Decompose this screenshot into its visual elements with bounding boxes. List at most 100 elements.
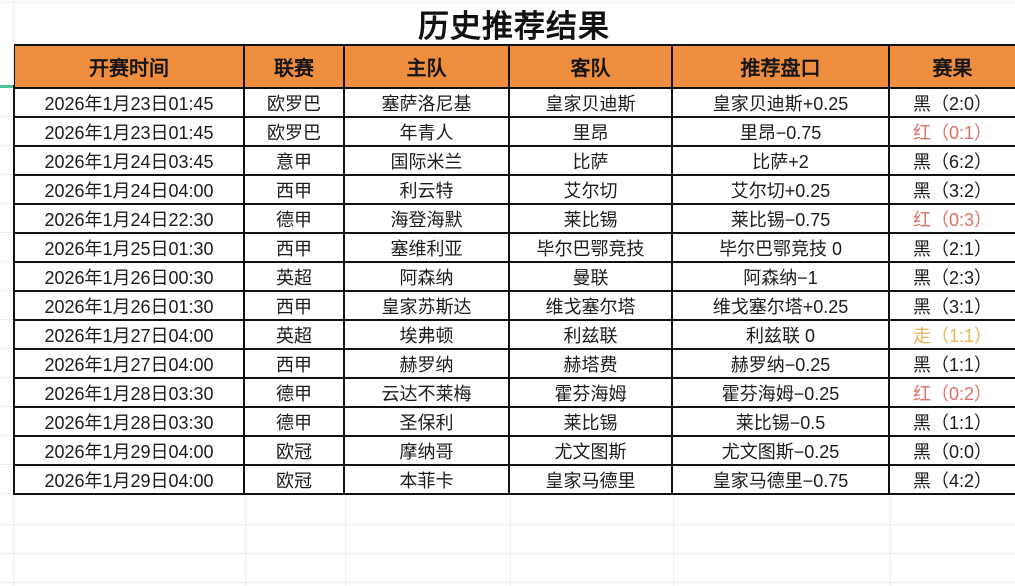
page-title: 历史推荐结果 <box>418 9 610 44</box>
header-cell-handicap[interactable]: 推荐盘口 <box>673 46 890 89</box>
cell-handicap[interactable]: 比萨+2 <box>673 147 890 176</box>
gridline-vertical <box>673 496 674 586</box>
header-cell-result[interactable]: 赛果 <box>890 46 1015 89</box>
cell-away[interactable]: 利兹联 <box>510 321 673 350</box>
gridline-horizontal <box>0 174 13 175</box>
cell-result[interactable]: 黑（0:0） <box>890 437 1015 466</box>
cell-time[interactable]: 2026年1月23日01:45 <box>15 89 245 118</box>
cell-league[interactable]: 欧冠 <box>245 437 345 466</box>
header-cell-home[interactable]: 主队 <box>345 46 510 89</box>
cell-result[interactable]: 黑（2:1） <box>890 234 1015 263</box>
cell-home[interactable]: 塞维利亚 <box>345 234 510 263</box>
cell-time[interactable]: 2026年1月29日04:00 <box>15 437 245 466</box>
gridline-vertical <box>245 496 246 586</box>
cell-league[interactable]: 英超 <box>245 263 345 292</box>
cell-handicap[interactable]: 里昂−0.75 <box>673 118 890 147</box>
cell-away[interactable]: 艾尔切 <box>510 176 673 205</box>
cell-home[interactable]: 圣保利 <box>345 408 510 437</box>
results-table: 开赛时间 联赛 主队 客队 推荐盘口 赛果 2026年1月23日01:45 欧罗… <box>13 44 1015 495</box>
cell-handicap[interactable]: 阿森纳−1 <box>673 263 890 292</box>
cell-home[interactable]: 摩纳哥 <box>345 437 510 466</box>
cell-away[interactable]: 维戈塞尔塔 <box>510 292 673 321</box>
cell-time[interactable]: 2026年1月24日04:00 <box>15 176 245 205</box>
cell-result[interactable]: 黑（2:3） <box>890 263 1015 292</box>
cell-time[interactable]: 2026年1月23日01:45 <box>15 118 245 147</box>
cell-league[interactable]: 德甲 <box>245 205 345 234</box>
cell-league[interactable]: 德甲 <box>245 408 345 437</box>
cell-handicap[interactable]: 莱比锡−0.75 <box>673 205 890 234</box>
cell-home[interactable]: 云达不莱梅 <box>345 379 510 408</box>
cell-handicap[interactable]: 赫罗纳−0.25 <box>673 350 890 379</box>
cell-home[interactable]: 塞萨洛尼基 <box>345 89 510 118</box>
cell-result[interactable]: 红（0:1） <box>890 118 1015 147</box>
cell-time[interactable]: 2026年1月24日03:45 <box>15 147 245 176</box>
cell-away[interactable]: 尤文图斯 <box>510 437 673 466</box>
cell-league[interactable]: 西甲 <box>245 234 345 263</box>
cell-away[interactable]: 毕尔巴鄂竞技 <box>510 234 673 263</box>
cell-handicap[interactable]: 皇家贝迪斯+0.25 <box>673 89 890 118</box>
cell-league[interactable]: 欧罗巴 <box>245 118 345 147</box>
cell-handicap[interactable]: 尤文图斯−0.25 <box>673 437 890 466</box>
cell-time[interactable]: 2026年1月25日01:30 <box>15 234 245 263</box>
cell-time[interactable]: 2026年1月26日01:30 <box>15 292 245 321</box>
cell-handicap[interactable]: 皇家马德里−0.75 <box>673 466 890 495</box>
cell-time[interactable]: 2026年1月27日04:00 <box>15 321 245 350</box>
cell-home[interactable]: 海登海默 <box>345 205 510 234</box>
cell-handicap[interactable]: 利兹联 0 <box>673 321 890 350</box>
cell-away[interactable]: 皇家马德里 <box>510 466 673 495</box>
gridline-vertical <box>510 496 511 586</box>
cell-home[interactable]: 国际米兰 <box>345 147 510 176</box>
cell-result[interactable]: 黑（3:2） <box>890 176 1015 205</box>
cell-result[interactable]: 黑（1:1） <box>890 350 1015 379</box>
cell-league[interactable]: 西甲 <box>245 176 345 205</box>
cell-result[interactable]: 黑（6:2） <box>890 147 1015 176</box>
cell-league[interactable]: 意甲 <box>245 147 345 176</box>
cell-away[interactable]: 比萨 <box>510 147 673 176</box>
cell-result[interactable]: 红（0:3） <box>890 205 1015 234</box>
cell-home[interactable]: 利云特 <box>345 176 510 205</box>
cell-time[interactable]: 2026年1月24日22:30 <box>15 205 245 234</box>
gridline-horizontal <box>0 406 13 407</box>
cell-league[interactable]: 西甲 <box>245 292 345 321</box>
cell-home[interactable]: 阿森纳 <box>345 263 510 292</box>
cell-handicap[interactable]: 维戈塞尔塔+0.25 <box>673 292 890 321</box>
cell-time[interactable]: 2026年1月27日04:00 <box>15 350 245 379</box>
header-cell-away[interactable]: 客队 <box>510 46 673 89</box>
cell-time[interactable]: 2026年1月28日03:30 <box>15 379 245 408</box>
cell-home[interactable]: 年青人 <box>345 118 510 147</box>
cell-handicap[interactable]: 毕尔巴鄂竞技 0 <box>673 234 890 263</box>
cell-home[interactable]: 赫罗纳 <box>345 350 510 379</box>
cell-handicap[interactable]: 莱比锡−0.5 <box>673 408 890 437</box>
cell-result[interactable]: 黑（1:1） <box>890 408 1015 437</box>
cell-time[interactable]: 2026年1月26日00:30 <box>15 263 245 292</box>
cell-result[interactable]: 走（1:1） <box>890 321 1015 350</box>
cell-away[interactable]: 莱比锡 <box>510 408 673 437</box>
cell-away[interactable]: 曼联 <box>510 263 673 292</box>
cell-league[interactable]: 西甲 <box>245 350 345 379</box>
cell-result[interactable]: 红（0:2） <box>890 379 1015 408</box>
cell-league[interactable]: 德甲 <box>245 379 345 408</box>
gridline-horizontal <box>0 348 13 349</box>
cell-time[interactable]: 2026年1月29日04:00 <box>15 466 245 495</box>
gridline-horizontal <box>0 553 1015 554</box>
cell-away[interactable]: 赫塔费 <box>510 350 673 379</box>
cell-home[interactable]: 本菲卡 <box>345 466 510 495</box>
cell-league[interactable]: 英超 <box>245 321 345 350</box>
cell-away[interactable]: 里昂 <box>510 118 673 147</box>
cell-home[interactable]: 埃弗顿 <box>345 321 510 350</box>
header-cell-league[interactable]: 联赛 <box>245 46 345 89</box>
cell-handicap[interactable]: 艾尔切+0.25 <box>673 176 890 205</box>
cell-handicap[interactable]: 霍芬海姆−0.25 <box>673 379 890 408</box>
cell-away[interactable]: 皇家贝迪斯 <box>510 89 673 118</box>
cell-result[interactable]: 黑（4:2） <box>890 466 1015 495</box>
cell-home[interactable]: 皇家苏斯达 <box>345 292 510 321</box>
cell-time[interactable]: 2026年1月28日03:30 <box>15 408 245 437</box>
cell-result[interactable]: 黑（2:0） <box>890 89 1015 118</box>
header-cell-time[interactable]: 开赛时间 <box>15 46 245 89</box>
cell-away[interactable]: 莱比锡 <box>510 205 673 234</box>
cell-league[interactable]: 欧罗巴 <box>245 89 345 118</box>
cell-league[interactable]: 欧冠 <box>245 466 345 495</box>
cell-result[interactable]: 黑（3:1） <box>890 292 1015 321</box>
cell-away[interactable]: 霍芬海姆 <box>510 379 673 408</box>
